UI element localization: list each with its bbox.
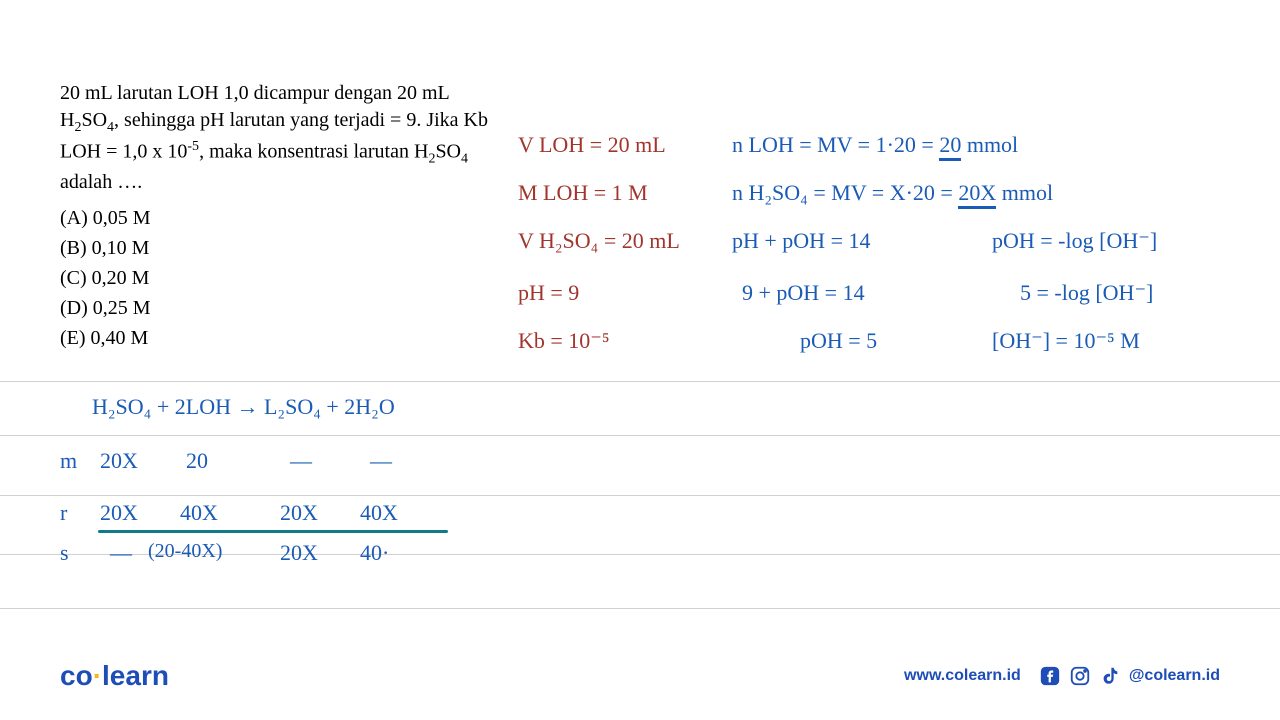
given-ph: pH = 9 <box>518 280 579 306</box>
ice-m-2: 20 <box>186 448 208 474</box>
work-9poh: 9 + pOH = 14 <box>742 280 865 306</box>
given-mloh: M LOH = 1 M <box>518 180 648 206</box>
ice-m-1: 20X <box>100 448 138 474</box>
given-kb: Kb = 10⁻⁵ <box>518 328 610 354</box>
tiktok-icon <box>1099 665 1121 687</box>
facebook-icon <box>1039 665 1061 687</box>
work-poh5: pOH = 5 <box>800 328 877 354</box>
reaction-equation: H₂SO₄ + 2LOH → L₂SO₄ + 2H₂O <box>92 394 395 420</box>
instagram-icon <box>1069 665 1091 687</box>
rule-line <box>0 495 1280 496</box>
ice-r-1: 20X <box>100 500 138 526</box>
footer: co·learn www.colearn.id @colearn.id <box>60 660 1220 692</box>
work-phpoh: pH + pOH = 14 <box>732 228 870 254</box>
footer-url: www.colearn.id <box>904 667 1021 685</box>
ice-s-4: 40· <box>360 540 389 566</box>
ice-s-2: (20-40X) <box>148 540 222 563</box>
footer-handle: @colearn.id <box>1129 667 1220 685</box>
ice-m-3: — <box>290 448 312 474</box>
work-nh2so4: n H₂SO₄ = MV = X·20 = 20X mmol <box>732 180 1053 206</box>
reaction-divider <box>98 530 448 533</box>
work-5log: 5 = -log [OH⁻] <box>1020 280 1153 306</box>
ice-s-3: 20X <box>280 540 318 566</box>
question-text: 20 mL larutan LOH 1,0 dicampur dengan 20… <box>60 80 500 196</box>
rule-line <box>0 608 1280 609</box>
rule-line <box>0 381 1280 382</box>
work-ohval: [OH⁻] = 10⁻⁵ M <box>992 328 1140 354</box>
work-nloh: n LOH = MV = 1·20 = 20 mmol <box>732 132 1018 158</box>
ice-r-4: 40X <box>360 500 398 526</box>
work-pohdef: pOH = -log [OH⁻] <box>992 228 1157 254</box>
ice-r-3: 20X <box>280 500 318 526</box>
brand-logo: co·learn <box>60 660 169 692</box>
given-vloh: V LOH = 20 mL <box>518 132 666 158</box>
given-vh2so4: V H₂SO₄ = 20 mL <box>518 228 680 254</box>
ice-r-2: 40X <box>180 500 218 526</box>
ice-m-4: — <box>370 448 392 474</box>
rule-line <box>0 435 1280 436</box>
ice-s-label: s <box>60 540 69 566</box>
ice-m-label: m <box>60 448 77 474</box>
ice-r-label: r <box>60 500 67 526</box>
ice-s-1: — <box>110 540 132 566</box>
